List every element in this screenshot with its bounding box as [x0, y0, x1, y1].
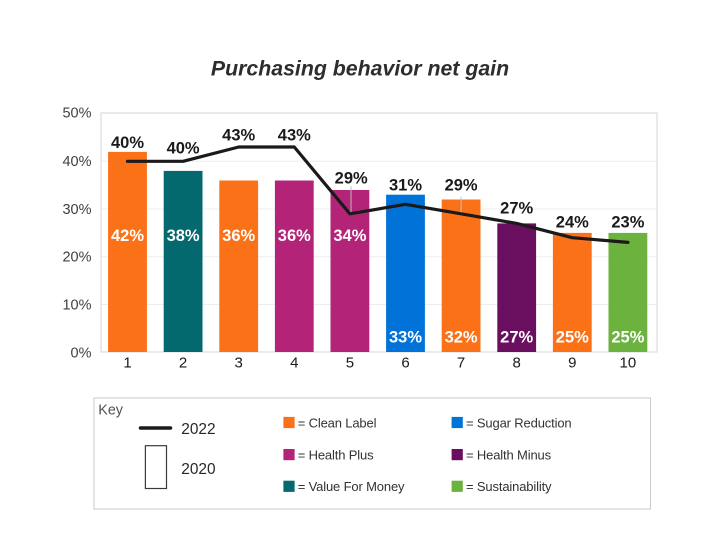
svg-text:10: 10	[620, 355, 637, 372]
svg-text:= Sustainability: = Sustainability	[466, 479, 552, 494]
svg-text:2022: 2022	[181, 421, 215, 438]
svg-text:1: 1	[123, 355, 131, 372]
svg-text:Key: Key	[98, 403, 123, 419]
svg-text:40%: 40%	[62, 154, 91, 170]
svg-text:32%: 32%	[445, 328, 478, 346]
svg-text:7: 7	[457, 355, 465, 372]
svg-text:27%: 27%	[500, 328, 533, 346]
svg-text:23%: 23%	[611, 213, 644, 231]
svg-text:20%: 20%	[62, 250, 91, 266]
svg-text:= Value For Money: = Value For Money	[298, 479, 405, 494]
svg-text:29%: 29%	[335, 170, 368, 188]
svg-text:24%: 24%	[556, 213, 589, 231]
svg-text:42%: 42%	[111, 227, 144, 245]
svg-text:6: 6	[401, 355, 409, 372]
svg-text:= Health Minus: = Health Minus	[466, 448, 552, 463]
svg-text:38%: 38%	[167, 227, 200, 245]
svg-text:34%: 34%	[333, 227, 366, 245]
svg-text:33%: 33%	[389, 328, 422, 346]
svg-text:29%: 29%	[445, 176, 478, 194]
svg-text:= Clean Label: = Clean Label	[298, 415, 377, 430]
svg-text:27%: 27%	[500, 200, 533, 218]
svg-text:8: 8	[513, 355, 521, 372]
svg-text:40%: 40%	[111, 134, 144, 152]
svg-text:3: 3	[235, 355, 243, 372]
svg-text:36%: 36%	[278, 227, 311, 245]
svg-text:0%: 0%	[71, 345, 92, 361]
svg-text:30%: 30%	[62, 202, 91, 218]
svg-text:50%: 50%	[62, 106, 91, 122]
svg-text:25%: 25%	[611, 328, 644, 346]
svg-text:40%: 40%	[167, 140, 200, 158]
svg-text:36%: 36%	[222, 227, 255, 245]
svg-text:Purchasing behavior net gain: Purchasing behavior net gain	[211, 57, 509, 81]
svg-text:5: 5	[346, 355, 354, 372]
svg-text:43%: 43%	[278, 127, 311, 145]
svg-text:4: 4	[290, 355, 298, 372]
svg-text:25%: 25%	[556, 328, 589, 346]
svg-text:= Health Plus: = Health Plus	[298, 448, 374, 463]
svg-text:10%: 10%	[62, 298, 91, 314]
svg-text:2: 2	[179, 355, 187, 372]
svg-text:43%: 43%	[222, 127, 255, 145]
svg-text:2020: 2020	[181, 461, 215, 478]
svg-text:31%: 31%	[389, 176, 422, 194]
svg-text:9: 9	[568, 355, 576, 372]
svg-text:= Sugar Reduction: = Sugar Reduction	[466, 415, 572, 430]
